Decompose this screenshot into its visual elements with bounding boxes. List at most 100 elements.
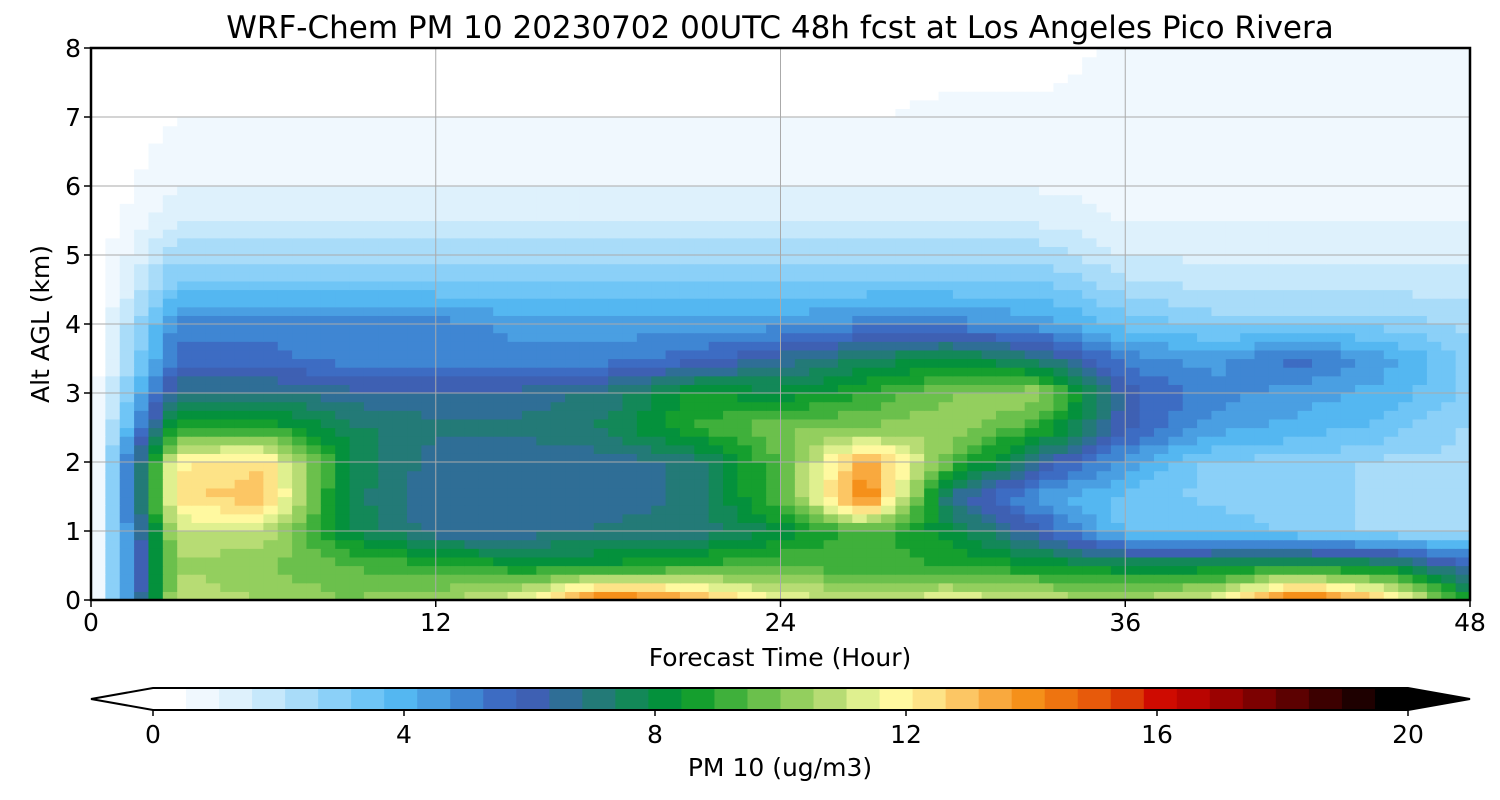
heatmap-cell [177,289,193,299]
heatmap-cell [608,246,624,256]
heatmap-cell [91,384,106,394]
heatmap-cell [995,211,1011,222]
heatmap-cell [636,263,652,273]
heatmap-cell [392,418,408,429]
heatmap-cell [1139,505,1155,515]
heatmap-cell [292,315,308,325]
heatmap-cell [1283,513,1299,523]
heatmap-cell [1355,479,1371,489]
heatmap-cell [249,470,264,480]
heatmap-cell [1182,263,1198,273]
heatmap-cell [837,332,853,342]
heatmap-cell [263,505,279,515]
heatmap-cell [1355,393,1371,403]
heatmap-cell [177,427,193,437]
heatmap-cell [866,160,882,170]
heatmap-cell [363,186,379,196]
heatmap-cell [1010,160,1026,170]
heatmap-cell [1067,591,1083,600]
heatmap-cell [1426,358,1442,368]
heatmap-cell [205,393,221,403]
heatmap-cell [1010,487,1026,498]
heatmap-cell [1441,436,1457,446]
heatmap-cell [277,298,293,308]
heatmap-cell [708,462,724,472]
heatmap-cell [435,548,451,558]
heatmap-cell [105,548,121,558]
heatmap-cell [162,453,178,463]
heatmap-cell [780,306,796,316]
heatmap-cell [952,487,968,498]
heatmap-cell [967,315,983,325]
heatmap-cell [435,160,451,170]
heatmap-cell [234,289,250,299]
heatmap-cell [622,237,638,247]
heatmap-cell [938,229,954,239]
heatmap-cell [1082,177,1098,187]
heatmap-cell [363,522,379,532]
heatmap-cell [536,513,552,523]
heatmap-cell [895,246,911,256]
heatmap-cell [1024,263,1040,273]
heatmap-cell [1340,315,1356,325]
heatmap-cell [679,574,695,584]
heatmap-cell [249,229,264,239]
heatmap-cell [1082,332,1098,342]
heatmap-cell [119,556,135,567]
heatmap-cell [766,315,782,325]
heatmap-cell [1153,539,1169,549]
heatmap-cell [1168,384,1184,394]
heatmap-cell [1297,539,1313,549]
heatmap-cell [435,168,451,178]
heatmap-cell [1268,513,1284,523]
heatmap-cell [579,393,595,403]
heatmap-cell [1355,229,1371,239]
heatmap-cell [1053,513,1069,523]
heatmap-cell [335,306,351,316]
heatmap-cell [1369,255,1385,265]
heatmap-cell [1369,315,1385,325]
heatmap-cell [938,470,954,480]
heatmap-cell [924,341,940,351]
heatmap-cell [1297,194,1313,204]
heatmap-cell [277,332,293,342]
heatmap-cell [191,315,207,325]
heatmap-cell [478,160,494,170]
heatmap-cell [378,280,394,291]
heatmap-cell [1082,470,1098,480]
heatmap-cell [1254,556,1270,567]
heatmap-cell [1297,186,1313,196]
heatmap-cell [392,151,408,161]
heatmap-cell [1053,582,1069,592]
heatmap-cell [1426,479,1442,489]
heatmap-cell [938,531,954,541]
heatmap-cell [277,272,293,282]
heatmap-cell [306,384,322,394]
heatmap-cell [895,513,911,523]
heatmap-cell [320,410,336,420]
heatmap-cell [1297,306,1313,316]
heatmap-cell [292,410,308,420]
heatmap-cell [794,487,810,498]
heatmap-cell [478,298,494,308]
heatmap-cell [694,531,710,541]
heatmap-cell [1412,168,1428,178]
heatmap-cell [909,401,925,411]
heatmap-cell [780,505,796,515]
heatmap-cell [292,332,308,342]
heatmap-cell [823,341,839,351]
heatmap-cell [1240,315,1256,325]
heatmap-cell [579,531,595,541]
heatmap-cell [1139,531,1155,541]
heatmap-cell [1024,453,1040,463]
heatmap-cell [751,203,767,213]
heatmap-cell [507,272,523,282]
heatmap-cell [105,289,121,299]
heatmap-cell [895,168,911,178]
heatmap-cell [1082,574,1098,584]
heatmap-cell [651,375,667,385]
heatmap-cell [1412,479,1428,489]
heatmap-cell [651,487,667,498]
heatmap-cell [1326,401,1342,411]
